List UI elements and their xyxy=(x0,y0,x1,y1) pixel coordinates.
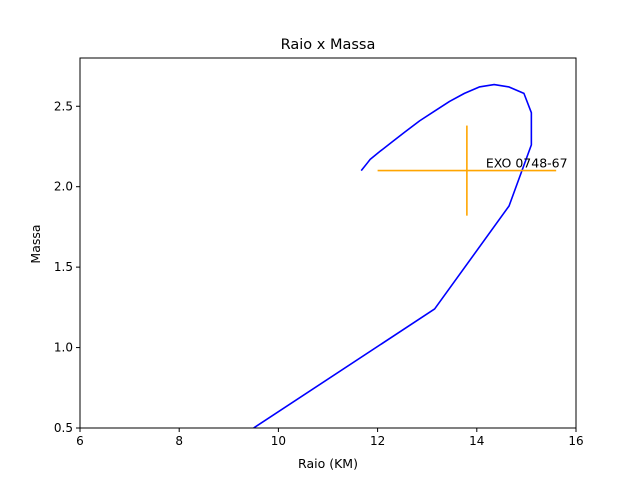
chart-title: Raio x Massa xyxy=(281,37,376,53)
axis-ticks: 6 8 10 12 14 16 0.5 1.0 1.5 2.0 2.5 xyxy=(54,99,584,448)
x-tick-label: 12 xyxy=(370,434,385,448)
x-tick-label: 8 xyxy=(175,434,183,448)
x-tick-label: 10 xyxy=(271,434,286,448)
y-tick-label: 1.0 xyxy=(54,341,73,355)
x-tick-label: 14 xyxy=(469,434,484,448)
series-line-0 xyxy=(253,83,533,428)
plot-frame xyxy=(79,57,577,429)
annotation-label: EXO 0748-67 xyxy=(486,156,568,171)
x-axis-label: Raio (KM) xyxy=(298,456,358,471)
y-tick-label: 0.5 xyxy=(54,421,73,435)
plot-area xyxy=(253,83,557,428)
y-tick-label: 2.5 xyxy=(54,99,73,113)
y-axis-label: Massa xyxy=(28,224,43,263)
x-tick-label: 16 xyxy=(568,434,583,448)
x-tick-label: 6 xyxy=(76,434,84,448)
y-tick-label: 2.0 xyxy=(54,180,73,194)
y-tick-label: 1.5 xyxy=(54,260,73,274)
